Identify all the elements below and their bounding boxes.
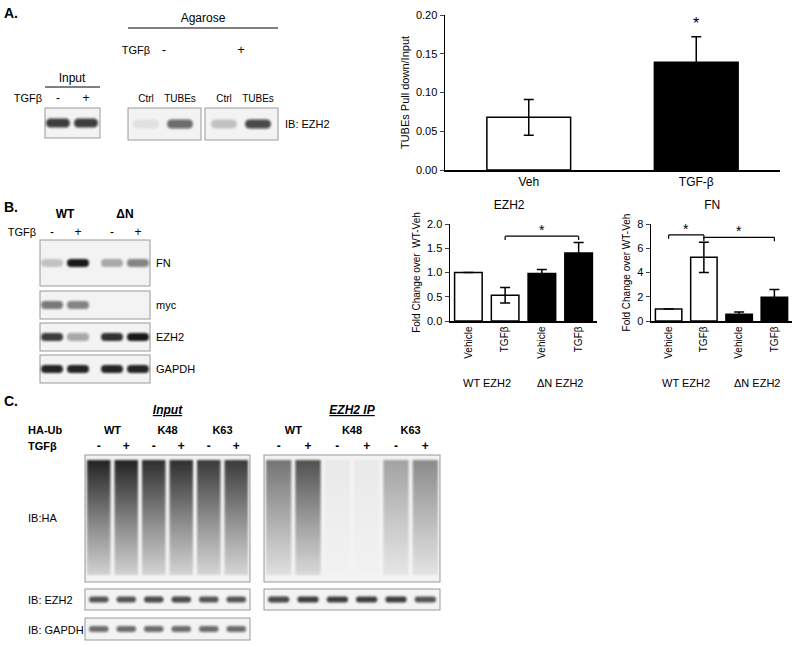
svg-text:Input: Input — [153, 403, 183, 417]
svg-text:Agarose: Agarose — [181, 11, 226, 25]
svg-text:-: - — [97, 439, 101, 453]
svg-text:A.: A. — [4, 5, 18, 21]
svg-text:TGFβ: TGFβ — [499, 326, 510, 352]
svg-text:B.: B. — [4, 199, 18, 215]
svg-text:K63: K63 — [401, 424, 421, 436]
svg-text:TGFβ: TGFβ — [28, 440, 57, 452]
svg-text:+: + — [134, 225, 141, 239]
svg-text:Vehicle: Vehicle — [536, 326, 547, 359]
svg-text:Fold Change over WT-Veh: Fold Change over WT-Veh — [621, 214, 632, 332]
svg-text:FN: FN — [704, 198, 720, 212]
svg-text:Input: Input — [59, 71, 86, 85]
svg-text:IB:HA: IB:HA — [28, 512, 57, 524]
svg-text:TGFβ: TGFβ — [698, 326, 709, 352]
svg-text:K48: K48 — [157, 424, 177, 436]
svg-text:-: - — [50, 225, 54, 239]
svg-text:TUBEs Pull down/Input: TUBEs Pull down/Input — [399, 36, 411, 149]
svg-text:myc: myc — [156, 299, 177, 311]
svg-text:6: 6 — [637, 242, 643, 254]
svg-text:0.5: 0.5 — [427, 291, 442, 303]
svg-text:2: 2 — [637, 291, 643, 303]
svg-text:ΔN EZH2: ΔN EZH2 — [537, 377, 583, 389]
svg-text:EZH2: EZH2 — [494, 198, 525, 212]
svg-text:*: * — [539, 222, 545, 238]
svg-text:0.0: 0.0 — [427, 315, 442, 327]
svg-text:TUBEs: TUBEs — [164, 93, 196, 104]
svg-text:-: - — [152, 439, 156, 453]
svg-text:+: + — [422, 439, 429, 453]
svg-text:IB: GAPDH: IB: GAPDH — [28, 624, 84, 636]
svg-text:WT EZH2: WT EZH2 — [662, 377, 710, 389]
svg-text:GAPDH: GAPDH — [156, 363, 195, 375]
svg-text:FN: FN — [156, 257, 171, 269]
svg-text:TGFβ: TGFβ — [8, 226, 36, 238]
svg-text:0.05: 0.05 — [416, 125, 437, 137]
svg-text:+: + — [123, 439, 130, 453]
svg-text:Fold Change over WT-Veh: Fold Change over WT-Veh — [411, 212, 422, 333]
svg-text:EZH2 IP: EZH2 IP — [329, 403, 375, 417]
svg-text:IB: EZH2: IB: EZH2 — [28, 594, 73, 606]
svg-text:C.: C. — [4, 393, 18, 409]
svg-text:Vehicle: Vehicle — [663, 326, 674, 359]
svg-text:WT: WT — [56, 207, 75, 221]
svg-text:+: + — [178, 439, 185, 453]
svg-text:2.0: 2.0 — [427, 218, 442, 230]
svg-text:+: + — [82, 91, 89, 105]
svg-text:TGFβ: TGFβ — [14, 92, 42, 104]
svg-text:WT EZH2: WT EZH2 — [463, 377, 511, 389]
svg-text:TGFβ: TGFβ — [573, 326, 584, 352]
svg-text:+: + — [363, 439, 370, 453]
svg-text:ΔN EZH2: ΔN EZH2 — [734, 377, 780, 389]
svg-text:*: * — [693, 15, 699, 32]
svg-text:1.0: 1.0 — [427, 266, 442, 278]
svg-text:WT: WT — [285, 424, 302, 436]
svg-text:0.15: 0.15 — [416, 48, 437, 60]
svg-text:Veh: Veh — [518, 175, 539, 189]
svg-text:Vehicle: Vehicle — [733, 326, 744, 359]
svg-text:+: + — [74, 225, 81, 239]
svg-text:-: - — [394, 439, 398, 453]
svg-text:K48: K48 — [342, 424, 362, 436]
svg-text:0.10: 0.10 — [416, 86, 437, 98]
svg-text:+: + — [237, 42, 245, 57]
svg-text:-: - — [335, 439, 339, 453]
svg-text:1.5: 1.5 — [427, 242, 442, 254]
svg-text:+: + — [304, 439, 311, 453]
svg-text:TGFβ: TGFβ — [769, 326, 780, 352]
svg-text:K63: K63 — [212, 424, 232, 436]
svg-text:TUBEs: TUBEs — [242, 93, 274, 104]
svg-text:WT: WT — [104, 424, 121, 436]
svg-text:Ctrl: Ctrl — [216, 93, 232, 104]
svg-text:*: * — [736, 223, 742, 239]
svg-text:TGFβ: TGFβ — [122, 44, 150, 56]
svg-text:+: + — [233, 439, 240, 453]
svg-text:-: - — [207, 439, 211, 453]
svg-text:-: - — [110, 225, 114, 239]
svg-text:Vehicle: Vehicle — [463, 326, 474, 359]
svg-text:*: * — [683, 221, 689, 237]
svg-text:ΔN: ΔN — [116, 207, 133, 221]
svg-text:HA-Ub: HA-Ub — [28, 424, 62, 436]
svg-text:-: - — [277, 439, 281, 453]
svg-text:0.20: 0.20 — [416, 9, 437, 21]
svg-text:8: 8 — [637, 218, 643, 230]
svg-text:0.00: 0.00 — [416, 164, 437, 176]
svg-text:TGF-β: TGF-β — [679, 175, 714, 189]
svg-text:IB: EZH2: IB: EZH2 — [285, 118, 330, 130]
svg-text:EZH2: EZH2 — [156, 331, 184, 343]
svg-text:-: - — [56, 91, 60, 105]
svg-text:-: - — [162, 42, 166, 57]
svg-text:4: 4 — [637, 266, 643, 278]
svg-text:0: 0 — [637, 315, 643, 327]
svg-text:Ctrl: Ctrl — [138, 93, 154, 104]
